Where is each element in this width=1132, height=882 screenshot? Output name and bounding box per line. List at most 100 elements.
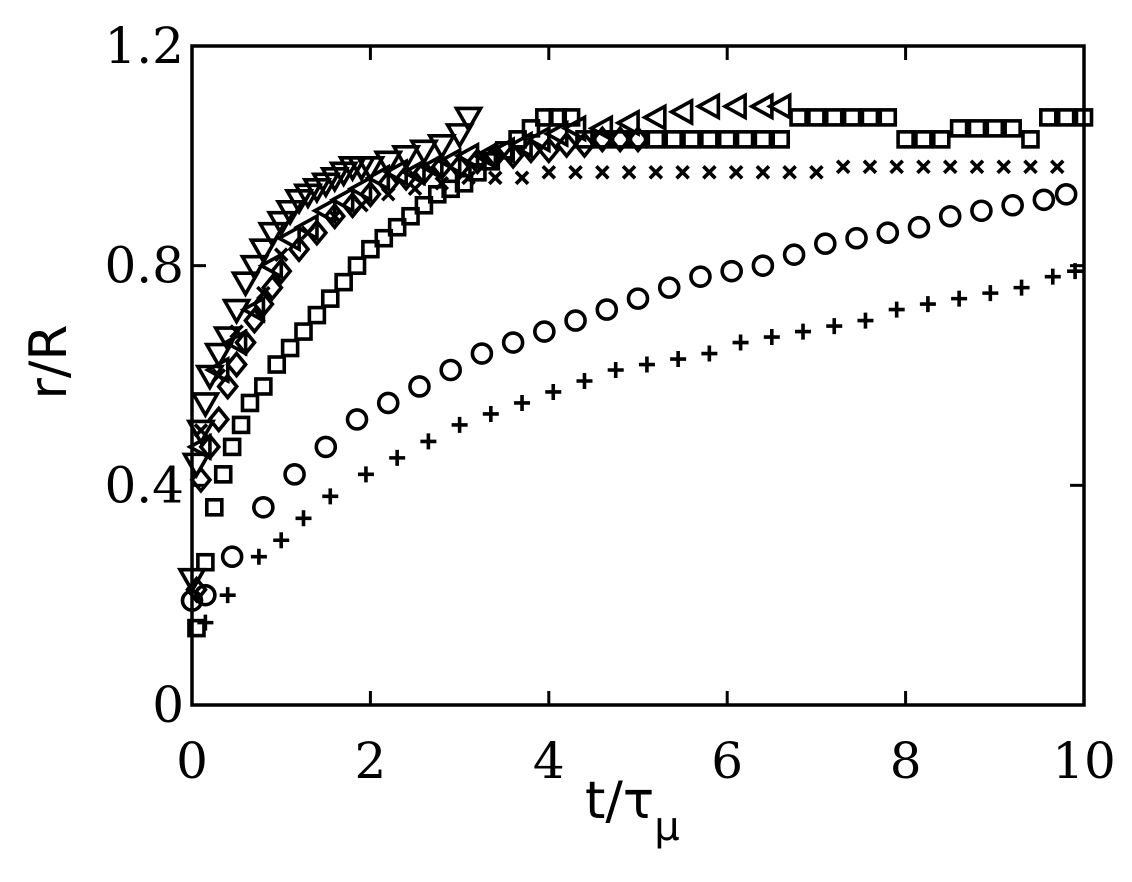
data-point-diamond <box>448 152 471 181</box>
data-point-diamond <box>207 405 231 434</box>
data-point-square <box>878 108 898 127</box>
data-point-diamond <box>225 350 248 379</box>
data-point-square <box>508 130 527 149</box>
x-tick-label: 0 <box>176 732 208 790</box>
data-point-square <box>1039 108 1058 127</box>
data-point-cross <box>514 170 530 186</box>
y-tick-label: 0.4 <box>104 456 184 514</box>
data-point-plus <box>273 532 290 549</box>
data-point-square <box>789 108 808 127</box>
data-point-square <box>320 289 340 308</box>
data-point-triangle-down <box>426 134 457 161</box>
data-point-plus <box>219 587 236 604</box>
data-point-circle <box>345 408 369 431</box>
data-point-diamond <box>412 158 436 187</box>
data-point-plus <box>638 356 655 373</box>
data-point-circle <box>439 358 462 382</box>
data-point-triangle-down <box>355 156 386 183</box>
data-point-cross <box>229 324 244 339</box>
data-point-square <box>401 206 420 226</box>
data-point-diamond <box>555 131 578 159</box>
data-point-circle <box>314 435 338 459</box>
data-point-circle <box>220 545 244 569</box>
data-point-circle <box>907 215 931 239</box>
data-point-triangle-left <box>694 92 721 121</box>
data-point-cross <box>568 165 583 180</box>
data-point-cross <box>407 181 423 197</box>
data-point-plus <box>295 510 312 527</box>
data-point-triangle-down <box>266 210 297 238</box>
data-point-plus <box>322 488 339 505</box>
data-point-circle <box>782 243 806 266</box>
data-point-triangle-left <box>614 108 640 137</box>
data-point-square <box>205 497 224 517</box>
data-point-cross <box>327 208 342 224</box>
data-point-cross <box>942 159 958 175</box>
data-point-square <box>628 130 648 149</box>
data-point-square <box>334 272 353 292</box>
data-point-plus <box>763 329 780 346</box>
x-axis-label-main: t/τ <box>585 771 654 831</box>
data-point-square <box>1056 108 1076 127</box>
data-point-square <box>307 305 327 325</box>
data-point-square <box>361 239 380 259</box>
data-point-plus <box>389 449 406 466</box>
data-point-cross <box>648 165 664 180</box>
data-point-diamond <box>287 235 311 264</box>
data-point-circle <box>533 320 556 343</box>
data-point-diamond <box>189 465 213 494</box>
data-point-cross <box>728 165 744 180</box>
data-point-diamond <box>430 152 454 181</box>
data-point-square <box>753 130 773 149</box>
data-point-triangle-down <box>203 342 234 370</box>
data-point-triangle-left <box>186 432 212 461</box>
data-point-square <box>949 119 969 138</box>
data-point-plus <box>982 285 999 302</box>
data-point-circle <box>938 204 962 228</box>
data-point-diamond <box>198 433 222 461</box>
data-point-triangle-left <box>765 92 792 121</box>
axis-ticks <box>190 44 1086 707</box>
data-point-circle <box>408 375 431 398</box>
data-point-square <box>414 195 434 215</box>
data-point-circle <box>501 331 525 354</box>
data-point-plus <box>250 548 267 565</box>
data-point-triangle-down <box>185 419 217 447</box>
data-point-square <box>454 173 474 193</box>
x-tick-label: 4 <box>533 732 565 790</box>
data-point-diamond <box>269 257 293 286</box>
data-point-square <box>610 130 630 149</box>
data-point-triangle-down <box>275 199 306 227</box>
data-point-cross <box>835 159 851 175</box>
data-point-plus <box>576 372 593 389</box>
data-point-square <box>575 130 594 149</box>
data-point-cross <box>211 368 227 383</box>
data-point-diamond <box>234 328 257 357</box>
data-point-triangle-down <box>190 392 221 419</box>
data-point-cross <box>702 165 717 180</box>
data-point-square <box>561 108 581 127</box>
data-point-square <box>664 130 683 149</box>
data-point-square <box>646 130 666 149</box>
data-point-circle <box>689 265 712 288</box>
data-point-cross <box>380 187 396 202</box>
data-point-triangle-left <box>587 114 614 143</box>
data-point-plus <box>732 334 749 351</box>
data-point-triangle-down <box>453 106 484 134</box>
data-point-triangle-left <box>221 328 248 357</box>
data-point-plus <box>1013 279 1030 296</box>
data-point-square <box>347 256 367 275</box>
x-tick-label: 6 <box>711 732 743 790</box>
data-point-square <box>771 130 791 149</box>
x-tick-label: 2 <box>354 732 386 790</box>
data-point-plus <box>357 466 374 483</box>
data-point-square <box>700 130 719 149</box>
data-point-circle <box>657 276 681 299</box>
data-point-square <box>374 228 394 248</box>
data-point-circle <box>470 342 494 365</box>
data-point-cross <box>273 247 289 262</box>
data-point-triangle-down <box>257 221 288 249</box>
data-point-diamond <box>537 136 561 165</box>
data-point-cross <box>541 165 557 180</box>
data-point-plus <box>826 318 843 335</box>
